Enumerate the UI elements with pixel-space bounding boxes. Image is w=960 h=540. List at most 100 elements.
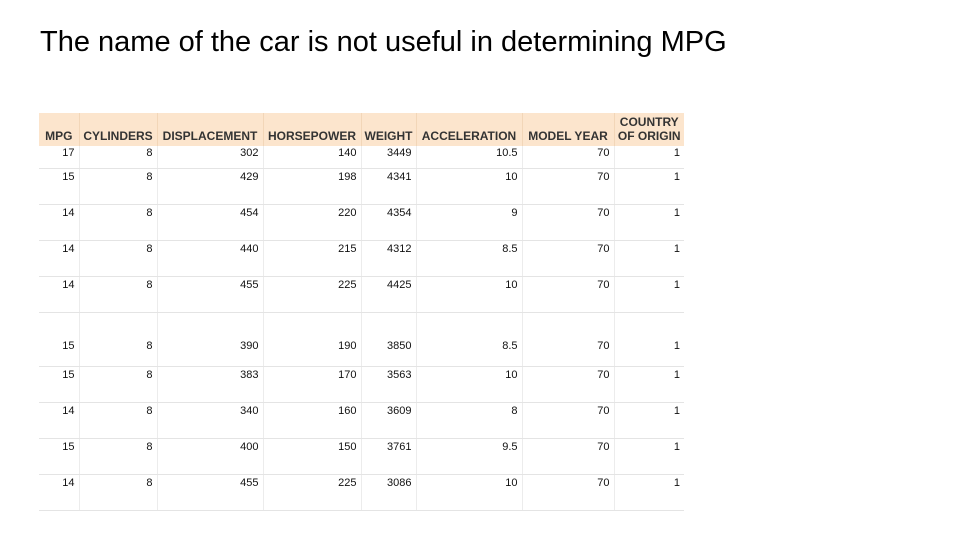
table-cell-country-of-origin: 1 [614,146,684,169]
table-row: 15 8 383 170 3563 10 70 1 [39,366,684,403]
table-cell-acceleration: 10.5 [416,146,523,169]
table-cell-model-year: 70 [522,204,615,241]
table-cell-horsepower: 225 [263,276,362,313]
table-cell-country-of-origin: 1 [614,402,684,439]
table-row: 14 8 455 225 4425 10 70 1 [39,276,684,313]
table-cell-acceleration: 10 [416,474,523,511]
table-cell-horsepower: 170 [263,366,362,403]
table-cell-acceleration: 9.5 [416,438,523,475]
table-cell-cylinders: 8 [79,312,158,367]
table-cell-cylinders: 8 [79,402,158,439]
table-cell-displacement: 454 [157,204,264,241]
table-cell-weight: 3086 [361,474,417,511]
table-cell-weight: 3609 [361,402,417,439]
table-cell-model-year: 70 [522,168,615,205]
table-cell-weight: 4354 [361,204,417,241]
table-cell-acceleration: 10 [416,366,523,403]
table-cell-cylinders: 8 [79,366,158,403]
table-cell-cylinders: 8 [79,276,158,313]
column-header-acceleration: ACCELERATION [416,113,523,146]
column-header-mpg: MPG [39,113,80,146]
table-cell-weight: 4341 [361,168,417,205]
table-cell-mpg: 14 [39,276,80,313]
table-cell-horsepower: 225 [263,474,362,511]
table-row: 15 8 429 198 4341 10 70 1 [39,168,684,205]
table-cell-cylinders: 8 [79,204,158,241]
table-cell-mpg: 14 [39,402,80,439]
table-cell-weight: 4312 [361,240,417,277]
table-cell-displacement: 455 [157,276,264,313]
table-cell-displacement: 429 [157,168,264,205]
table-cell-model-year: 70 [522,312,615,367]
column-header-horsepower: HORSEPOWER [263,113,362,146]
column-header-cylinders: CYLINDERS [79,113,158,146]
table-cell-horsepower: 140 [263,146,362,169]
table-row: 17 8 302 140 3449 10.5 70 1 [39,146,684,169]
table-cell-mpg: 15 [39,168,80,205]
table-row: 14 8 340 160 3609 8 70 1 [39,402,684,439]
column-header-model-year: MODEL YEAR [522,113,615,146]
table-header-row: MPG CYLINDERS DISPLACEMENT HORSEPOWER WE… [39,113,684,146]
table-cell-model-year: 70 [522,474,615,511]
table-row: 14 8 440 215 4312 8.5 70 1 [39,240,684,277]
table-cell-mpg: 17 [39,146,80,169]
table-cell-displacement: 455 [157,474,264,511]
table-cell-country-of-origin: 1 [614,438,684,475]
table-cell-model-year: 70 [522,276,615,313]
table-cell-country-of-origin: 1 [614,366,684,403]
table-cell-country-of-origin: 1 [614,240,684,277]
table-cell-model-year: 70 [522,146,615,169]
table-cell-cylinders: 8 [79,474,158,511]
table-body: 17 8 302 140 3449 10.5 70 1 15 8 429 198 4341 10 70 1 14… [39,146,684,511]
table-cell-country-of-origin: 1 [614,204,684,241]
table-cell-horsepower: 190 [263,312,362,367]
table-cell-mpg: 14 [39,240,80,277]
table-cell-cylinders: 8 [79,240,158,277]
table-cell-weight: 3761 [361,438,417,475]
table-cell-weight: 4425 [361,276,417,313]
data-table: MPG CYLINDERS DISPLACEMENT HORSEPOWER WE… [39,113,684,511]
table-cell-displacement: 340 [157,402,264,439]
table-cell-country-of-origin: 1 [614,312,684,367]
table-cell-weight: 3449 [361,146,417,169]
table-cell-displacement: 390 [157,312,264,367]
table-cell-country-of-origin: 1 [614,168,684,205]
table-cell-horsepower: 220 [263,204,362,241]
table-cell-acceleration: 8.5 [416,240,523,277]
table-cell-country-of-origin: 1 [614,276,684,313]
table-cell-displacement: 440 [157,240,264,277]
table-cell-model-year: 70 [522,366,615,403]
table-cell-displacement: 383 [157,366,264,403]
table-cell-horsepower: 198 [263,168,362,205]
table-row: 14 8 455 225 3086 10 70 1 [39,474,684,511]
table-row: 14 8 454 220 4354 9 70 1 [39,204,684,241]
table-cell-horsepower: 160 [263,402,362,439]
table-cell-horsepower: 150 [263,438,362,475]
column-header-displacement: DISPLACEMENT [157,113,264,146]
table-cell-acceleration: 8.5 [416,312,523,367]
table-cell-weight: 3563 [361,366,417,403]
column-header-weight: WEIGHT [361,113,417,146]
table-cell-cylinders: 8 [79,168,158,205]
table-cell-acceleration: 10 [416,168,523,205]
table-cell-cylinders: 8 [79,438,158,475]
table-cell-mpg: 15 [39,438,80,475]
table-row: 15 8 390 190 3850 8.5 70 1 [39,312,684,367]
column-header-country-of-origin: COUNTRY OF ORIGIN [614,113,684,146]
table-row: 15 8 400 150 3761 9.5 70 1 [39,438,684,475]
table-cell-mpg: 15 [39,366,80,403]
slide-title: The name of the car is not useful in det… [40,26,727,58]
table-cell-displacement: 400 [157,438,264,475]
table-cell-acceleration: 9 [416,204,523,241]
table-cell-model-year: 70 [522,402,615,439]
table-cell-mpg: 14 [39,204,80,241]
table-cell-horsepower: 215 [263,240,362,277]
table-cell-model-year: 70 [522,240,615,277]
table-cell-weight: 3850 [361,312,417,367]
table-cell-cylinders: 8 [79,146,158,169]
table-cell-mpg: 14 [39,474,80,511]
table-cell-acceleration: 8 [416,402,523,439]
table-cell-acceleration: 10 [416,276,523,313]
table-cell-mpg: 15 [39,312,80,367]
table-cell-displacement: 302 [157,146,264,169]
